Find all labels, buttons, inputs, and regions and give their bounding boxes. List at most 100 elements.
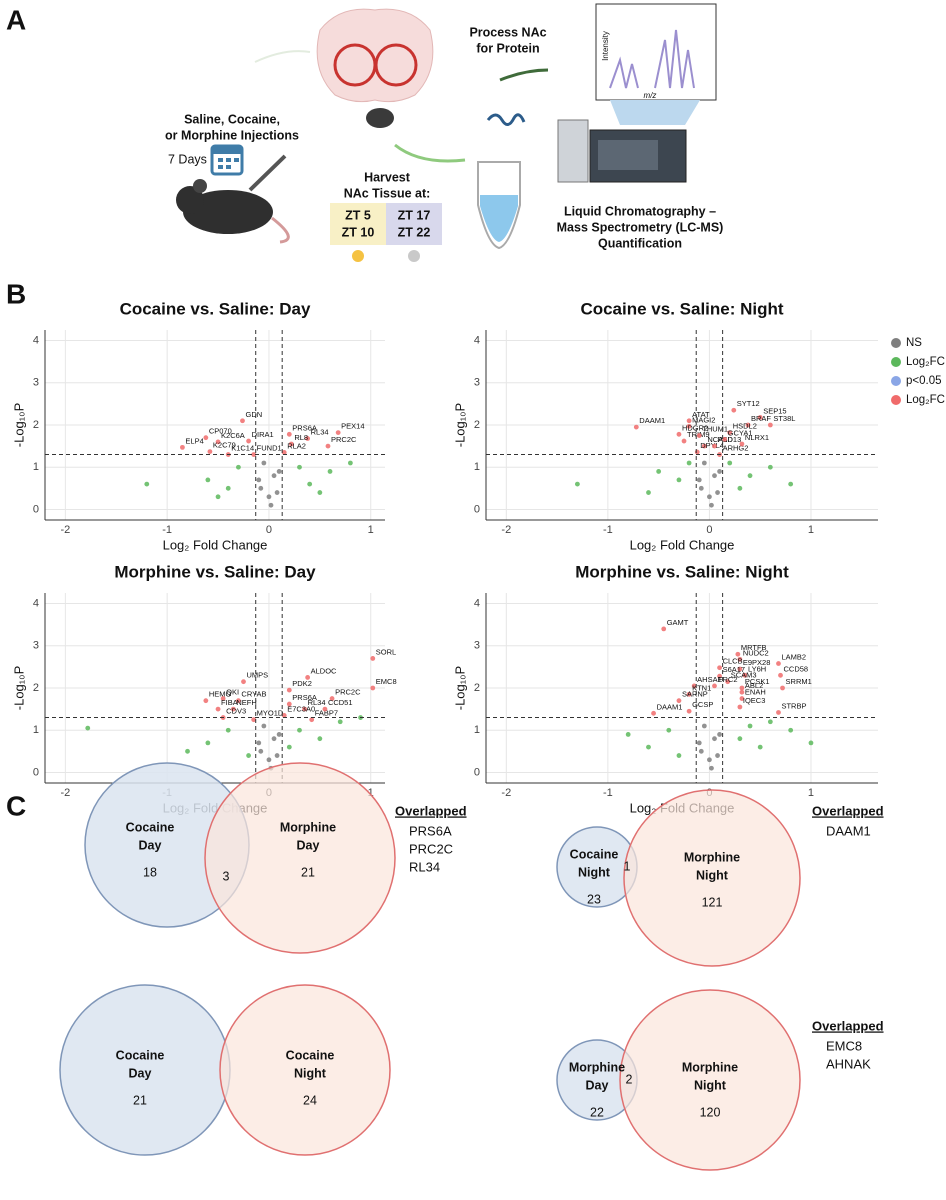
point-label: MRTFB — [741, 643, 767, 652]
point — [788, 727, 794, 733]
point — [712, 473, 717, 479]
overlapped-item: AHNAK — [826, 1056, 871, 1071]
venn-count: 21 — [133, 1093, 147, 1107]
venn-label: Day — [297, 838, 320, 852]
legend-label: Log₂FC — [906, 356, 945, 368]
y-tick-label: 2 — [33, 682, 39, 694]
point — [85, 725, 91, 731]
point — [646, 490, 651, 495]
point — [266, 757, 272, 763]
point-label: FUND1 — [257, 444, 282, 453]
venn-count: 24 — [303, 1093, 317, 1107]
point — [686, 460, 692, 466]
injection-text: Saline, Cocaine, — [184, 112, 280, 126]
point — [686, 708, 692, 714]
point — [215, 706, 221, 712]
point — [717, 469, 722, 474]
point — [698, 748, 704, 754]
point — [686, 691, 692, 697]
venn-overlap-count: 1 — [624, 859, 631, 873]
point — [286, 431, 292, 437]
point-label: ARHG2 — [723, 444, 749, 453]
point — [317, 736, 323, 742]
process-text: Process NAc — [469, 25, 546, 39]
venn-label: Night — [696, 868, 729, 882]
point — [236, 464, 241, 470]
point — [715, 490, 720, 495]
chart-title: Morphine vs. Saline: Day — [114, 562, 316, 581]
point — [681, 438, 687, 444]
venn-label: Morphine — [684, 850, 740, 864]
y-tick-label: 0 — [474, 766, 480, 778]
overlapped-title: Overlapped — [395, 803, 467, 818]
point — [256, 477, 262, 483]
point — [633, 424, 639, 430]
point — [747, 473, 753, 479]
zt-label: ZT 22 — [398, 225, 431, 239]
harvest-text: NAc Tissue at: — [344, 186, 431, 200]
point — [625, 732, 631, 737]
venn-label: Night — [694, 1078, 727, 1092]
point — [240, 418, 245, 424]
moon-icon — [408, 250, 420, 262]
point-label: NLRX1 — [745, 433, 769, 442]
x-tick-label: -1 — [603, 787, 613, 799]
point-label: RL8 — [294, 433, 308, 442]
point-label: PDK2 — [292, 679, 312, 688]
point-label: PRS6A — [292, 693, 317, 702]
y-tick-label: 1 — [33, 724, 39, 736]
y-tick-label: 3 — [474, 377, 480, 389]
point-label: GCYA1 — [728, 428, 753, 437]
point — [276, 469, 282, 474]
x-tick-label: -1 — [603, 524, 613, 536]
point-label: CLCB — [723, 657, 743, 666]
overlapped-item: EMC8 — [826, 1038, 862, 1053]
point-label: MYO1D — [257, 709, 284, 718]
tube-icon — [477, 161, 521, 250]
venn-overlap-count: 3 — [223, 869, 230, 883]
point — [246, 753, 251, 758]
point — [274, 490, 280, 495]
point — [707, 757, 712, 763]
point — [745, 422, 751, 428]
point-label: KTN1 — [692, 683, 711, 692]
y-tick-label: 0 — [33, 503, 39, 515]
point-label: SEP15 — [763, 406, 786, 415]
point — [651, 710, 656, 716]
y-axis-label: -Log₁₀P — [11, 666, 26, 710]
venn-circle — [619, 989, 801, 1171]
point-label: NCALD — [707, 435, 733, 444]
point — [261, 460, 267, 466]
arrow — [254, 50, 311, 63]
point-label: SARNP — [682, 690, 708, 699]
venn-count: 120 — [700, 1105, 721, 1119]
point-label: DPYL4 — [700, 441, 724, 450]
point — [180, 444, 185, 450]
point-label: ST38L — [773, 414, 795, 423]
point — [656, 469, 662, 474]
point-label: ELP4 — [185, 436, 203, 445]
point-label: NEFH — [236, 698, 256, 707]
point-label: DAAM1 — [657, 702, 683, 711]
point — [205, 740, 211, 746]
venn-circle — [219, 984, 391, 1156]
arrow — [394, 143, 466, 163]
point — [309, 717, 315, 723]
venn-label: Cocaine — [116, 1048, 165, 1062]
point-label: K1C14 — [231, 444, 254, 453]
chart-title: Morphine vs. Saline: Night — [575, 562, 789, 581]
point — [676, 753, 682, 758]
point — [686, 418, 692, 424]
axis-label: m/z — [644, 91, 657, 100]
y-tick-label: 2 — [474, 419, 480, 431]
point-label: SRRM1 — [786, 677, 812, 686]
point — [676, 477, 682, 483]
point-label: SYT12 — [737, 399, 760, 408]
y-tick-label: 4 — [474, 334, 480, 346]
injection-text: or Morphine Injections — [165, 128, 299, 142]
point-label: PRC2C — [335, 688, 361, 697]
point — [258, 748, 264, 754]
point — [302, 706, 307, 712]
syringe — [248, 154, 287, 192]
point — [696, 433, 702, 438]
